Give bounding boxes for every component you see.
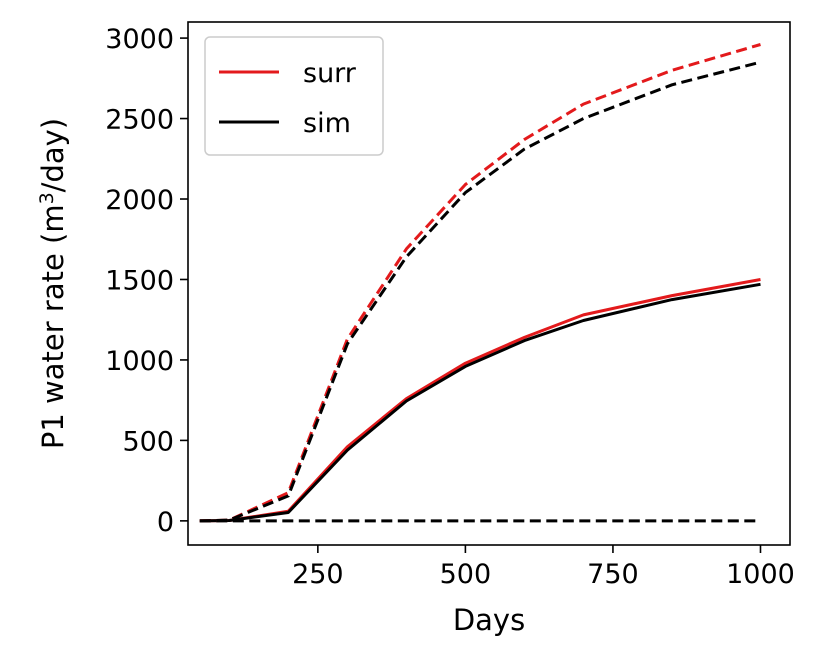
x-tick-label: 1000 xyxy=(726,559,795,590)
series-line-sim-dashed xyxy=(199,60,761,523)
y-axis-label-prefix: P1 water rate (m xyxy=(36,204,70,449)
x-axis: 250 500 750 1000 xyxy=(292,545,795,590)
y-axis-label-sup: 3 xyxy=(36,192,58,204)
y-tick-label: 500 xyxy=(122,426,174,457)
y-tick-label: 2500 xyxy=(105,105,174,136)
legend-box xyxy=(204,36,384,156)
x-tick-label: 500 xyxy=(440,559,492,590)
legend: surr sim xyxy=(204,36,384,156)
plot-frame xyxy=(187,21,791,546)
x-axis-label: Days xyxy=(453,603,525,637)
y-tick-label: 1500 xyxy=(105,265,174,296)
legend-label-surr: surr xyxy=(303,58,357,89)
x-tick-label: 750 xyxy=(587,559,639,590)
series-line-surr xyxy=(199,278,761,523)
legend-label-sim: sim xyxy=(303,108,351,139)
y-axis: 0 500 1000 1500 2000 2500 3000 xyxy=(105,24,188,538)
y-tick-label: 3000 xyxy=(105,24,174,55)
y-axis-label: P1 water rate (m3/day) xyxy=(36,118,70,449)
y-axis-label-suffix: /day) xyxy=(36,118,70,192)
plot-lines xyxy=(199,43,761,523)
series-line-surr-dashed xyxy=(199,43,761,523)
series-line-sim xyxy=(199,282,761,523)
y-tick-label: 0 xyxy=(157,507,174,538)
x-tick-label: 250 xyxy=(292,559,344,590)
y-tick-label: 2000 xyxy=(105,185,174,216)
y-tick-label: 1000 xyxy=(105,346,174,377)
